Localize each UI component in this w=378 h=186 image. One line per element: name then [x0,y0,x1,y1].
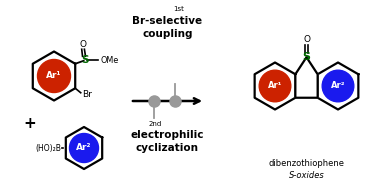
Circle shape [70,134,99,163]
Text: +: + [23,116,36,132]
Text: (HO)₂B: (HO)₂B [35,144,61,153]
Text: coupling: coupling [142,29,193,39]
Text: Ar²: Ar² [76,144,92,153]
Polygon shape [33,52,75,100]
Text: OMe: OMe [101,56,119,65]
Circle shape [259,70,291,102]
Polygon shape [295,57,318,98]
Text: Ar²: Ar² [331,81,345,91]
Text: dibenzothiophene: dibenzothiophene [268,158,344,168]
Text: cyclization: cyclization [136,143,199,153]
Text: O: O [303,36,310,44]
Text: O: O [80,40,87,49]
Circle shape [37,60,71,92]
Text: S: S [302,52,310,62]
Polygon shape [255,62,295,110]
Text: Br: Br [82,90,92,99]
Text: 2nd: 2nd [149,121,162,127]
Polygon shape [318,62,358,110]
Polygon shape [66,127,102,169]
Text: 1st: 1st [174,6,184,12]
Text: Ar¹: Ar¹ [268,81,282,91]
Text: electrophilic: electrophilic [131,130,204,140]
Text: Ar¹: Ar¹ [46,71,62,81]
Circle shape [322,70,354,102]
Text: Br-selective: Br-selective [132,16,203,26]
Text: S-oxides: S-oxides [289,171,324,180]
Text: S: S [81,55,88,65]
